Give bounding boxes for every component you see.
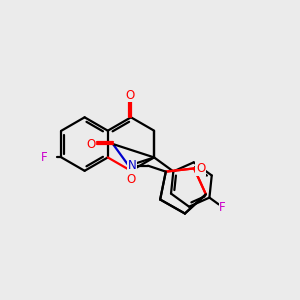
Text: F: F (41, 151, 47, 164)
Text: O: O (196, 162, 205, 175)
Text: O: O (126, 172, 136, 186)
Text: O: O (125, 88, 134, 101)
Text: F: F (219, 201, 226, 214)
Text: N: N (128, 159, 136, 172)
Text: O: O (86, 138, 95, 151)
